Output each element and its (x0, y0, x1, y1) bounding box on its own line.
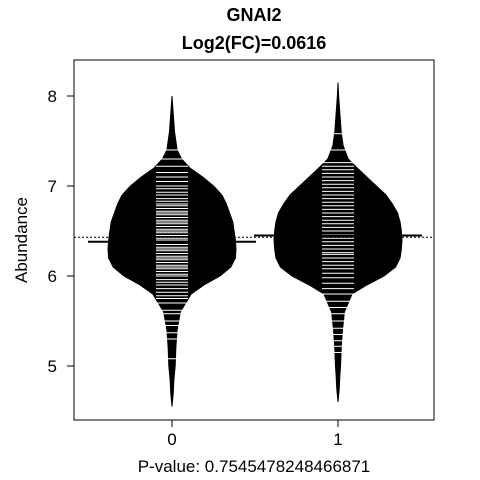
y-axis: 5 6 7 8 (48, 87, 74, 376)
y-tick-label: 6 (48, 267, 57, 286)
plot-frame (73, 59, 435, 421)
chart-subtitle: Log2(FC)=0.0616 (182, 33, 327, 53)
y-tick-label: 8 (48, 87, 57, 106)
x-tick-label: 1 (333, 430, 342, 449)
beans-layer (107, 82, 403, 407)
x-axis-label: P-value: 0.7545478248466871 (138, 457, 371, 476)
x-tick-label: 0 (167, 430, 176, 449)
mean-layer (74, 234, 434, 243)
y-tick-label: 7 (48, 177, 57, 196)
chart-title: GNAI2 (226, 5, 281, 25)
y-tick-label: 5 (48, 357, 57, 376)
y-axis-label: Abundance (12, 197, 31, 283)
